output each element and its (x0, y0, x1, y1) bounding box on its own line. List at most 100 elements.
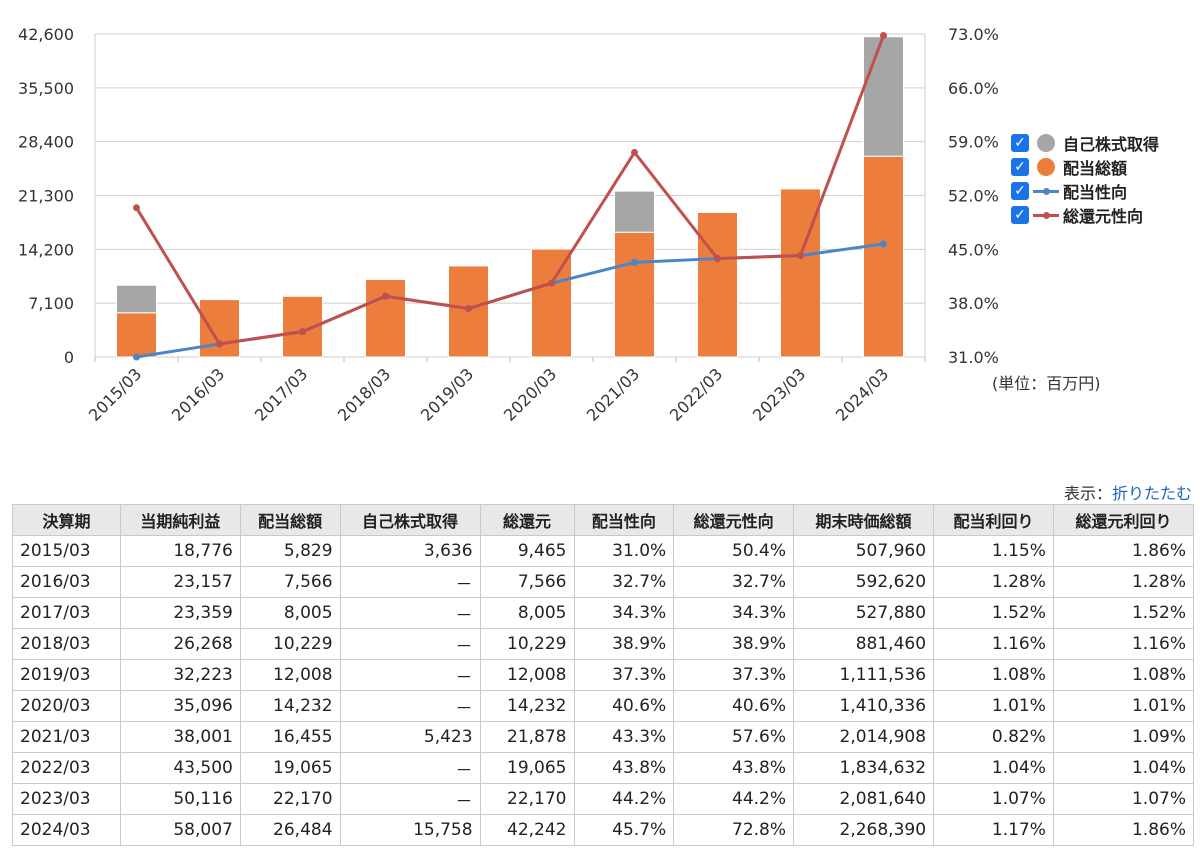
table-cell: 8,005 (239, 597, 341, 629)
table-cell: 2018/03 (12, 628, 121, 660)
table-cell: 19,065 (479, 752, 575, 784)
series-line (135, 35, 885, 346)
legend-label: 自己株式取得 (1063, 135, 1160, 154)
display-toggle: 表示：折りたたむ (1064, 480, 1192, 504)
table-row: 2015/03 18,776 5,829 3,636 9,465 31.0% 50.4% 50… (12, 535, 1195, 567)
table-cell: 7,566 (479, 566, 575, 598)
table-cell: 2019/03 (12, 659, 121, 691)
table-cell: 1.17% (933, 814, 1054, 846)
table-cell: 12,008 (479, 659, 575, 691)
table-cell: 1.04% (1052, 752, 1195, 784)
table-cell: 72.8% (673, 814, 795, 846)
table-row: 2018/03 26,268 10,229 － 10,229 38.9% 38.9% 881,… (12, 628, 1195, 660)
table-cell: 23,157 (120, 566, 241, 598)
bar-segment (116, 284, 157, 314)
bar-segment (116, 312, 157, 358)
legend-label: 配当性向 (1063, 183, 1128, 202)
table-cell: 3,636 (339, 535, 481, 567)
table-cell: 19,065 (239, 752, 341, 784)
table-cell: 37.3% (573, 659, 675, 691)
table-cell: 10,229 (479, 628, 575, 660)
table-cell: 592,620 (793, 566, 935, 598)
table-cell: 5,423 (339, 721, 481, 753)
table-cell: 1.09% (1052, 721, 1195, 753)
table-cell: 21,878 (479, 721, 575, 753)
checkbox-icon[interactable]: ✓ (1011, 158, 1029, 176)
data-point (133, 353, 140, 361)
table-cell: － (339, 566, 481, 598)
table-cell: 42,242 (479, 814, 575, 846)
table-cell: 43,500 (120, 752, 241, 784)
payout-table: 決算期 当期純利益 配当総額 自己株式取得 総還元 配当性向 総還元性向 期末時価総額 配当利回… (12, 504, 1195, 846)
table-cell: 14,232 (239, 690, 341, 722)
checkbox-icon[interactable]: ✓ (1011, 182, 1029, 200)
table-row: 2024/03 58,007 26,484 15,758 42,242 45.7% 72.8… (12, 814, 1195, 846)
table-cell: 2023/03 (12, 783, 121, 815)
legend-item-buyback[interactable]: ✓ 自己株式取得 (1011, 131, 1159, 155)
collapse-link[interactable]: 折りたたむ (1111, 484, 1192, 503)
y-left-tick-label: 35,500 (18, 79, 74, 98)
x-tick-label: 2023/03 (749, 364, 809, 424)
bar-segment (199, 299, 240, 358)
table-cell: 1.86% (1052, 814, 1195, 846)
x-tick-label: 2022/03 (666, 364, 726, 424)
column-header: 配当総額 (239, 504, 341, 536)
column-header: 当期純利益 (120, 504, 241, 536)
table-cell: 0.82% (933, 721, 1054, 753)
table-cell: 23,359 (120, 597, 241, 629)
bar-segment (365, 278, 406, 358)
table-cell: 32.7% (673, 566, 795, 598)
payout-chart: 0 31.0% 7,100 38.0% 14,200 45.0% 21,300 52.0% 28… (18, 25, 999, 425)
y-left-tick-label: 7,100 (28, 294, 74, 313)
table-cell: 1.07% (933, 783, 1054, 815)
table-cell: 1.52% (1052, 597, 1195, 629)
checkbox-icon[interactable]: ✓ (1011, 134, 1029, 152)
table-cell: 7,566 (239, 566, 341, 598)
y-right-tick-label: 38.0% (948, 294, 999, 313)
data-point (880, 32, 887, 40)
legend-item-dividend[interactable]: ✓ 配当総額 (1011, 155, 1159, 179)
y-right-tick-label: 52.0% (948, 187, 999, 206)
table-cell: 26,484 (239, 814, 341, 846)
table-cell: 34.3% (573, 597, 675, 629)
display-label: 表示： (1063, 484, 1112, 503)
bar-segment (863, 155, 904, 358)
bar-segment (531, 248, 572, 358)
table-cell: 1.28% (1052, 566, 1195, 598)
data-point (880, 240, 887, 248)
table-cell: 2024/03 (12, 814, 121, 846)
table-cell: 14,232 (479, 690, 575, 722)
table-cell: 58,007 (120, 814, 241, 846)
x-tick-label: 2020/03 (500, 364, 560, 424)
line-marker-icon (1033, 206, 1059, 224)
table-cell: 50.4% (673, 535, 795, 567)
checkbox-icon[interactable]: ✓ (1011, 206, 1029, 224)
y-left-tick-label: 21,300 (18, 187, 74, 206)
table-cell: 1.15% (933, 535, 1054, 567)
table-cell: 43.8% (573, 752, 675, 784)
table-cell: 2015/03 (12, 535, 121, 567)
table-cell: 2,268,390 (793, 814, 935, 846)
table-cell: 50,116 (120, 783, 241, 815)
unit-label: (単位：百万円) (992, 374, 1101, 393)
y-left-tick-label: 28,400 (18, 133, 74, 152)
y-right-tick-label: 31.0% (948, 348, 999, 367)
y-right-tick-label: 73.0% (948, 25, 999, 44)
table-cell: 1.08% (933, 659, 1054, 691)
table-cell: 1.04% (933, 752, 1054, 784)
table-cell: 37.3% (673, 659, 795, 691)
table-cell: 10,229 (239, 628, 341, 660)
legend-item-payout-ratio[interactable]: ✓ 配当性向 (1011, 179, 1159, 203)
table-cell: 1.28% (933, 566, 1054, 598)
table-row: 2017/03 23,359 8,005 － 8,005 34.3% 34.3% 527,88… (12, 597, 1195, 629)
x-tick-label: 2015/03 (85, 364, 145, 424)
table-cell: 26,268 (120, 628, 241, 660)
table-cell: 1.52% (933, 597, 1054, 629)
legend-item-total-return-ratio[interactable]: ✓ 総還元性向 (1011, 203, 1159, 227)
x-tick-label: 2021/03 (583, 364, 643, 424)
table-cell: 2016/03 (12, 566, 121, 598)
column-header: 期末時価総額 (793, 504, 935, 536)
x-tick-label: 2016/03 (168, 364, 228, 424)
table-cell: － (339, 752, 481, 784)
y-left-tick-label: 0 (64, 348, 74, 367)
